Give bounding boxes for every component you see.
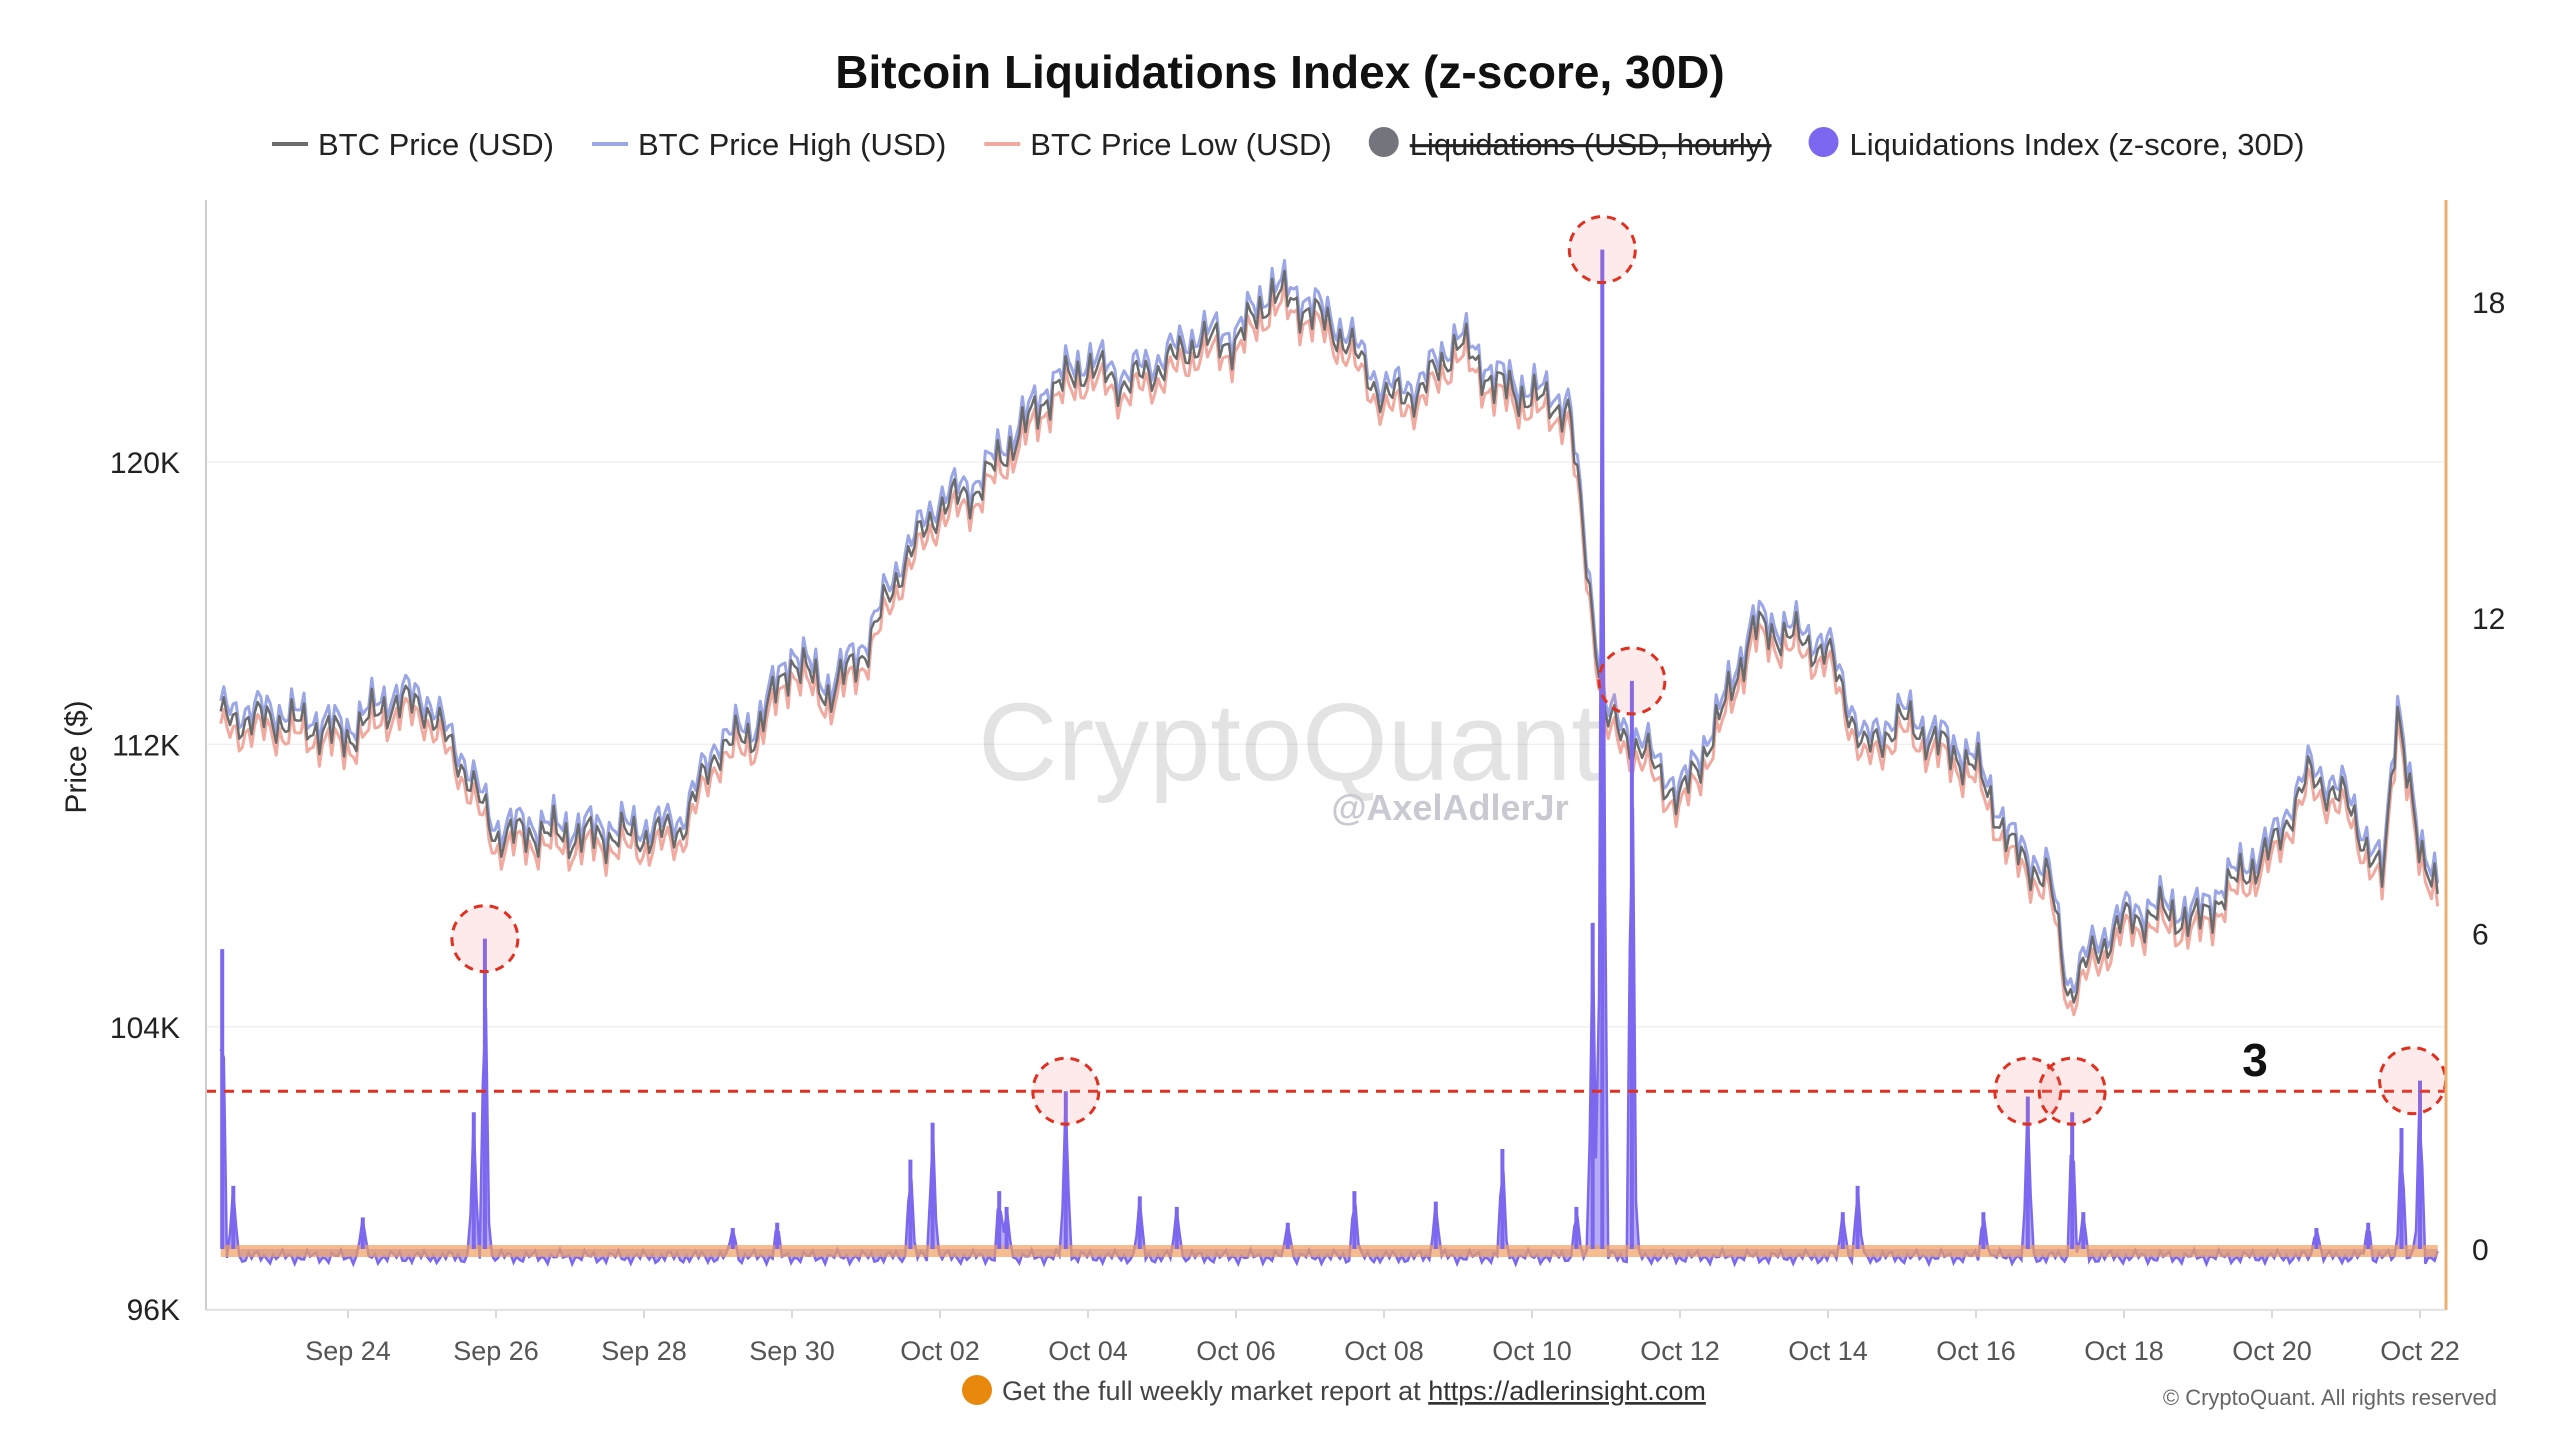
btc-price-low-line — [219, 281, 2440, 1017]
btc-price-line — [219, 269, 2439, 1004]
left-axis-tick: 120K — [110, 447, 180, 480]
legend-label: Liquidations Index (z-score, 30D) — [1850, 127, 2305, 162]
x-axis-tick: Oct 22 — [2380, 1336, 2460, 1366]
x-axis-tick: Sep 28 — [601, 1336, 687, 1366]
threshold-label: 3 — [2242, 1034, 2268, 1086]
x-axis-tick: Oct 14 — [1788, 1336, 1868, 1366]
highlight-circle — [1031, 1056, 1101, 1126]
legend-label: BTC Price High (USD) — [638, 127, 946, 162]
right-axis-tick: 6 — [2472, 918, 2489, 951]
x-axis-tick: Oct 18 — [2084, 1336, 2164, 1366]
footer-promo-text: Get the full weekly market report at — [1002, 1376, 1428, 1406]
watermark: CryptoQuant — [978, 681, 1602, 804]
axes: 120K 112K 104K 96K 18 12 6 0 Sep 24 Sep 26 Sep 28 S… — [110, 200, 2505, 1366]
x-axis-tick: Oct 16 — [1936, 1336, 2016, 1366]
legend-dot-4 — [1808, 127, 1839, 157]
highlight-circle — [2037, 1056, 2107, 1126]
legend-label: BTC Price (USD) — [318, 127, 554, 162]
x-axis-tick: Oct 12 — [1640, 1336, 1720, 1366]
highlight-circle — [450, 904, 520, 974]
btc-price-high-line — [219, 258, 2440, 994]
orange-coin-icon — [962, 1375, 992, 1405]
legend-label: Liquidations (USD, hourly) — [1410, 127, 1772, 162]
right-axis-tick: 0 — [2472, 1234, 2489, 1267]
watermark-author: @AxelAdlerJr — [1331, 787, 1568, 828]
x-axis-tick: Oct 08 — [1344, 1336, 1424, 1366]
footer-link[interactable]: https://adlerinsight.com — [1428, 1376, 1706, 1406]
x-axis-tick: Sep 30 — [749, 1336, 835, 1366]
svg-text:Get the full weekly market rep: Get the full weekly market report at htt… — [1002, 1376, 1706, 1406]
watermark-brand: CryptoQuant — [978, 681, 1602, 804]
footer: Get the full weekly market report at htt… — [962, 1375, 2497, 1410]
chart-title: Bitcoin Liquidations Index (z-score, 30D… — [835, 46, 1724, 98]
copyright: © CryptoQuant. All rights reserved — [2163, 1385, 2497, 1410]
highlight-circle — [2378, 1046, 2448, 1116]
series-layer — [206, 215, 2448, 1268]
x-axis-tick: Sep 26 — [453, 1336, 539, 1366]
right-axis-tick: 12 — [2472, 603, 2505, 636]
x-axis-tick: Oct 06 — [1196, 1336, 1276, 1366]
x-axis-tick: Oct 04 — [1048, 1336, 1128, 1366]
legend-label: BTC Price Low (USD) — [1030, 127, 1331, 162]
x-axis-tick: Sep 24 — [305, 1336, 391, 1366]
left-axis-tick: 96K — [127, 1294, 180, 1327]
gridlines — [206, 461, 2446, 1310]
zscore-baseline-band — [220, 1245, 2438, 1257]
left-axis-tick: 104K — [110, 1012, 180, 1045]
highlight-circle — [1567, 215, 1637, 285]
right-axis-tick: 18 — [2472, 287, 2505, 320]
x-axis-tick: Oct 10 — [1492, 1336, 1572, 1366]
highlight-circle — [1597, 646, 1667, 716]
x-axis-tick: Oct 02 — [900, 1336, 980, 1366]
x-axis-tick: Oct 20 — [2232, 1336, 2312, 1366]
legend-dot-3 — [1368, 127, 1399, 157]
legend: BTC Price (USD) BTC Price High (USD) BTC P… — [272, 127, 2304, 162]
left-axis-tick: 112K — [112, 729, 180, 762]
left-axis-label: Price ($) — [60, 700, 93, 813]
